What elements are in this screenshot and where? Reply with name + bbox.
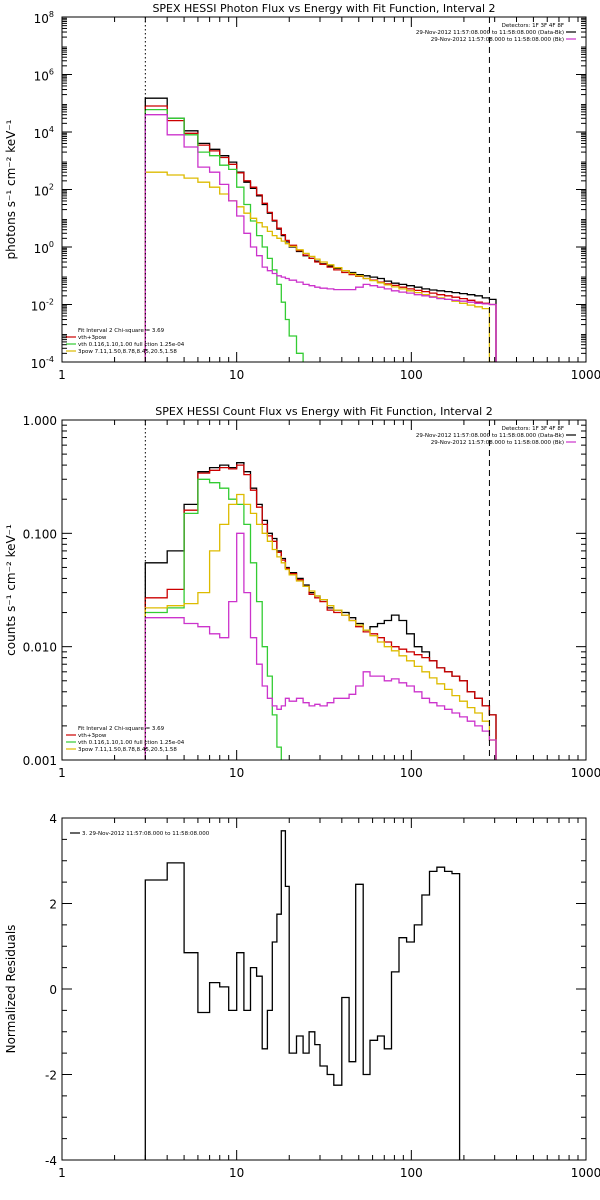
legend-entry: 3. 29-Nov-2012 11:57:08.000 to 11:58:08.…	[82, 831, 210, 837]
legend-entry: 29-Nov-2012 11:57:08.000 to 11:58:08.000…	[416, 30, 564, 36]
x-tick-label: 1000	[571, 368, 600, 382]
y-axis: -4 -2 0 2 4	[45, 812, 586, 1168]
legend-entry: vth+3pow	[78, 335, 107, 341]
legend-entry: 29-Nov-2012 11:57:08.000 to 11:58:08.000…	[431, 440, 564, 446]
series-line-0	[144, 830, 461, 1160]
y-axis-label: Normalized Residuals	[4, 925, 18, 1054]
x-tick-label: 10	[229, 766, 244, 780]
y-axis-label: counts s⁻¹ cm⁻² keV⁻¹	[4, 524, 18, 656]
series-line-3	[144, 171, 497, 362]
x-tick-label: 10	[229, 368, 244, 382]
y-tick-label: 100	[34, 240, 54, 256]
y-axis-label: photons s⁻¹ cm⁻² keV⁻¹	[4, 119, 18, 259]
y-axis: 0.001 0.010 0.100 1.000	[23, 414, 586, 768]
y-tick-label: 106	[34, 68, 54, 84]
y-tick-label: 102	[34, 183, 54, 199]
photon-flux-panel: SPEX HESSI Photon Flux vs Energy with Fi…	[4, 2, 600, 382]
series-line-3	[144, 493, 497, 760]
legend-entry: Fit Interval 2 Chi-square = 3.69	[78, 726, 165, 732]
y-tick-label: 10-2	[31, 298, 54, 314]
series-group	[144, 97, 497, 362]
x-tick-label: 1	[58, 1166, 66, 1180]
y-tick-label: -4	[45, 1154, 57, 1168]
legend-legend_bottom_left: Fit Interval 2 Chi-square = 3.69vth+3pow…	[66, 328, 185, 355]
y-tick-label: 0	[49, 983, 57, 997]
y-axis: 10-4 10-2 100 102 104 106 108	[31, 10, 586, 371]
legend-legend_top_left: 3. 29-Nov-2012 11:57:08.000 to 11:58:08.…	[70, 831, 210, 837]
x-axis: 1 10 100 1000	[58, 17, 600, 382]
chart-title: SPEX HESSI Count Flux vs Energy with Fit…	[155, 405, 492, 418]
y-tick-label: 4	[49, 812, 57, 826]
series-line-4	[144, 114, 497, 362]
legend-entry: Detectors: 1F 3F 4F 8F	[502, 23, 564, 29]
chart-title: SPEX HESSI Photon Flux vs Energy with Fi…	[152, 2, 495, 15]
x-axis: 1 10 100 1000	[58, 420, 600, 780]
y-tick-label: 108	[34, 10, 54, 26]
legend-entry: 3pow 7.11,1.50,8.78,8.45,20.5,1.58	[78, 747, 177, 753]
x-tick-label: 100	[400, 368, 423, 382]
y-tick-label: 0.010	[23, 641, 57, 655]
x-tick-label: 1000	[571, 1166, 600, 1180]
legend-entry: Detectors: 1F 3F 4F 8F	[502, 426, 564, 432]
plot-frame	[61, 419, 587, 761]
y-tick-label: 0.100	[23, 527, 57, 541]
series-line-1	[144, 105, 497, 362]
legend-entry: 3pow 7.11,1.50,8.78,8.45,20.5,1.58	[78, 349, 177, 355]
legend-entry: 29-Nov-2012 11:57:08.000 to 11:58:08.000…	[431, 37, 564, 43]
series-group	[144, 462, 497, 760]
y-tick-label: 104	[34, 125, 54, 141]
legend-entry: vth 0.116,1.10,1.00 full ction 1.25e-04	[78, 342, 185, 348]
x-tick-label: 100	[400, 1166, 423, 1180]
legend-entry: vth+3pow	[78, 733, 107, 739]
x-tick-label: 10	[229, 1166, 244, 1180]
x-tick-label: 1	[58, 766, 66, 780]
x-tick-label: 100	[400, 766, 423, 780]
series-line-2	[144, 478, 282, 760]
x-tick-label: 1	[58, 368, 66, 382]
legend-entry: vth 0.116,1.10,1.00 full ction 1.25e-04	[78, 740, 185, 746]
x-tick-label: 1000	[571, 766, 600, 780]
legend-legend_bottom_left: Fit Interval 2 Chi-square = 3.69vth+3pow…	[66, 726, 185, 753]
y-tick-label: 2	[49, 898, 57, 912]
residuals-panel: Normalized Residuals 1 10 100 1000 -4 -2 0 2 4 3. …	[4, 812, 600, 1180]
legend-entry: 29-Nov-2012 11:57:08.000 to 11:58:08.000…	[416, 433, 564, 439]
series-line-4	[144, 532, 497, 760]
y-tick-label: 1.000	[23, 414, 57, 428]
x-axis: 1 10 100 1000	[58, 818, 600, 1180]
y-tick-label: 10-4	[31, 355, 54, 371]
series-group	[144, 830, 461, 1160]
legend-entry: Fit Interval 2 Chi-square = 3.69	[78, 328, 165, 334]
y-tick-label: 0.001	[23, 754, 57, 768]
y-tick-label: -2	[45, 1069, 57, 1083]
count-flux-panel: SPEX HESSI Count Flux vs Energy with Fit…	[4, 405, 600, 780]
